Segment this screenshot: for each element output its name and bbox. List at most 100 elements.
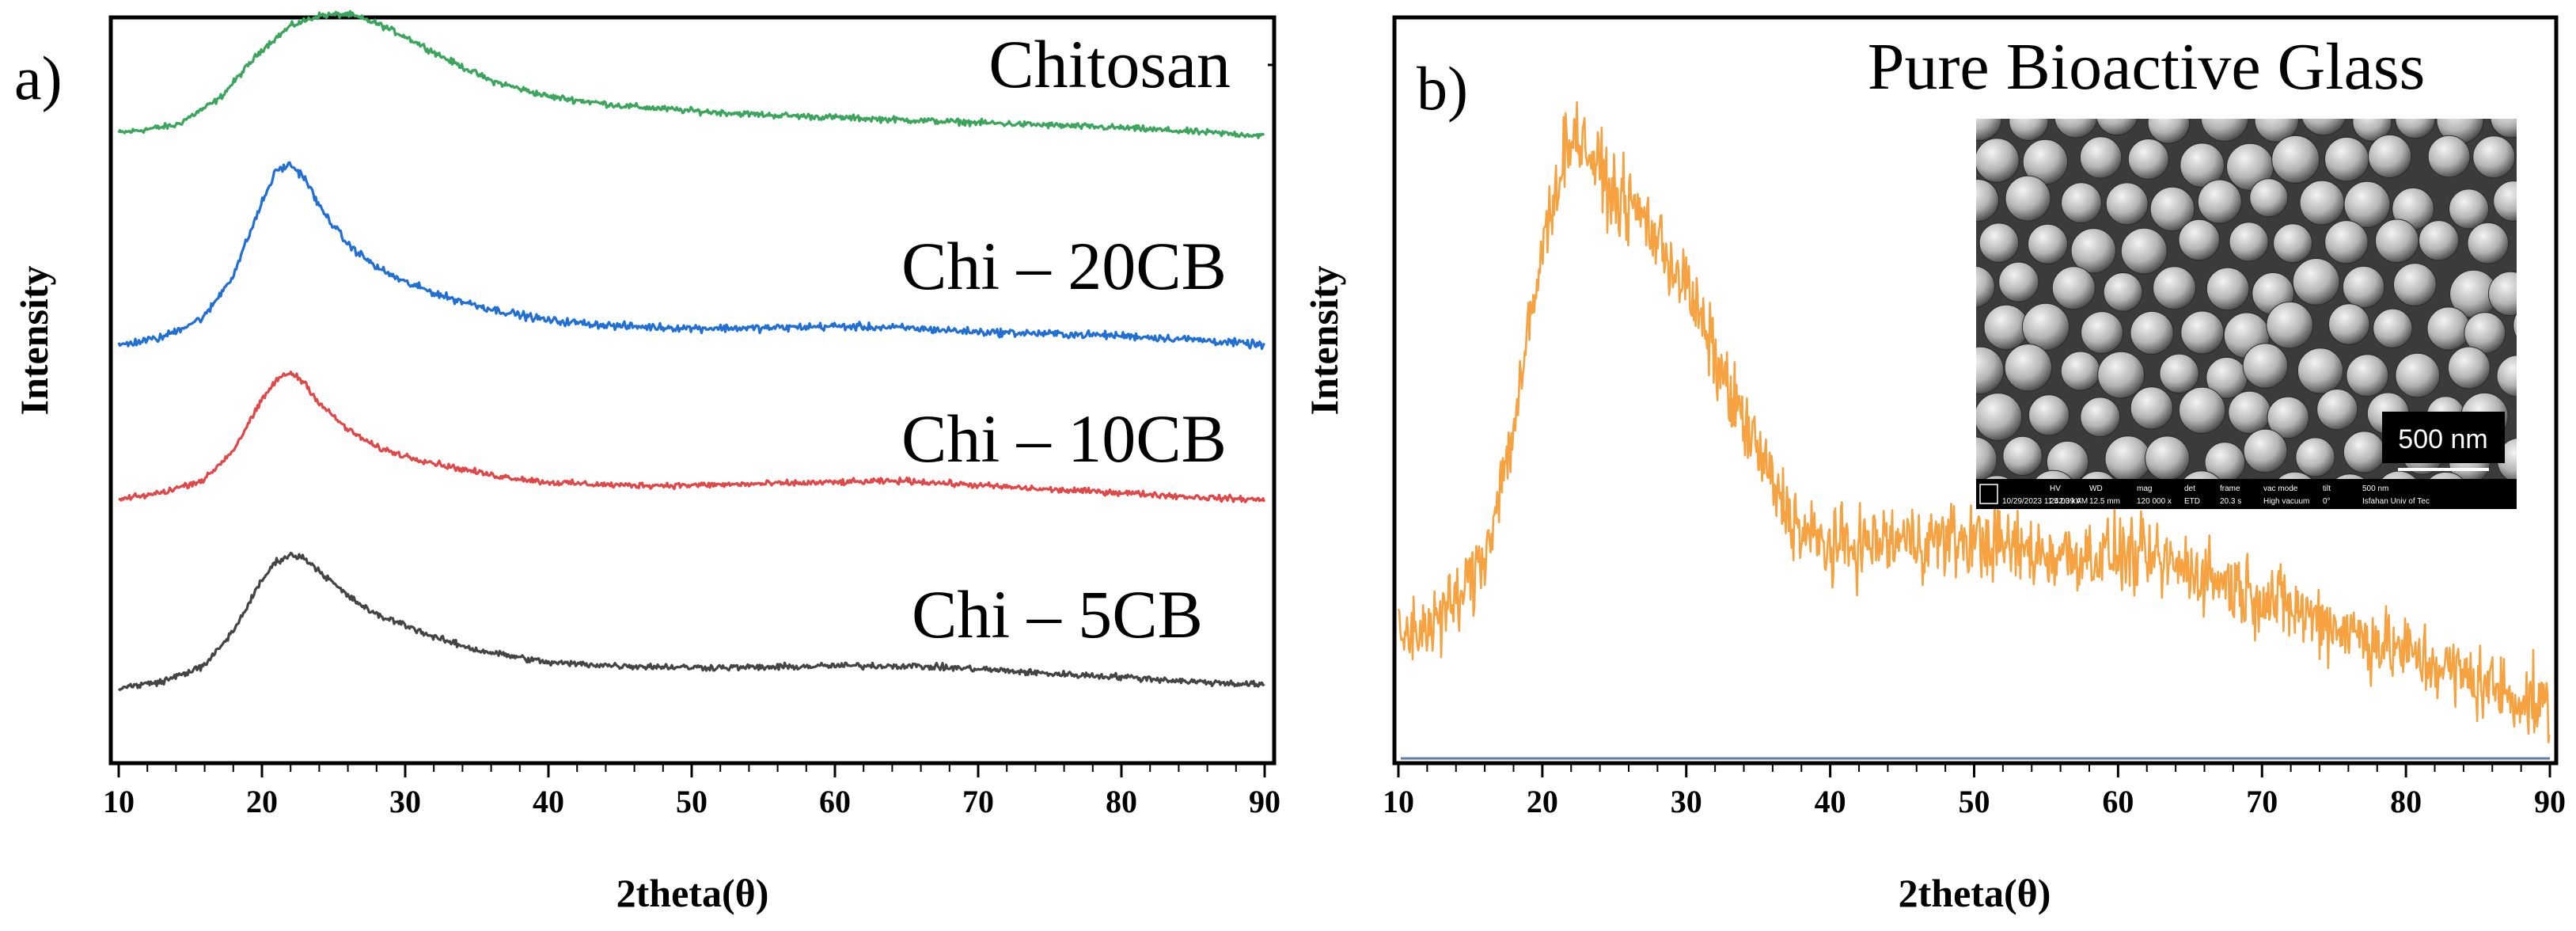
panel-a-tick-label-90: 90: [1249, 784, 1280, 819]
sem-particle: [2096, 119, 2138, 136]
panel-a-tick-label-80: 80: [1106, 784, 1137, 819]
sem-particle: [2097, 351, 2145, 399]
sem-particle: [2375, 218, 2419, 264]
sem-meta-header-3: mag: [2137, 484, 2152, 493]
sem-particle: [2021, 302, 2070, 351]
panel-b-tick-label-70: 70: [2246, 784, 2278, 819]
scale-bar-label: 500 nm: [2398, 424, 2487, 454]
sem-particle: [2081, 470, 2115, 479]
sem-meta-header-8: 500 nm: [2362, 484, 2388, 493]
sem-metadata-strip: [1976, 479, 2517, 509]
panel-a-tick-label-20: 20: [246, 784, 278, 819]
sem-particle: [2005, 175, 2051, 222]
sem-meta-header-7: tilt: [2323, 484, 2331, 493]
sem-particle: [1983, 304, 2029, 350]
panel-b-tick-label-90: 90: [2534, 784, 2566, 819]
panel-b-plot-frame: [1392, 15, 2559, 766]
sem-meta-value-4: ETD: [2184, 497, 2200, 506]
sem-particle: [2523, 139, 2566, 181]
panel-a-plot-frame: [108, 15, 1277, 766]
panel-b-tick-label-10: 10: [1383, 784, 1414, 819]
sem-particle: [2381, 470, 2417, 479]
sem-particle: [2153, 266, 2196, 310]
panel-a-tick-label-60: 60: [819, 784, 851, 819]
sem-particle: [2104, 435, 2152, 479]
sem-particle: [2301, 119, 2346, 136]
sem-particle: [2496, 355, 2517, 397]
series-label-chi-10cb: Chi – 10CB: [901, 401, 1227, 477]
sem-particle: [1976, 393, 2023, 441]
panel-a-x-axis-title: 2theta(θ): [616, 871, 769, 915]
sem-particle: [2061, 182, 2102, 224]
sem-particle: [2228, 390, 2271, 434]
sem-particle: [2229, 222, 2269, 262]
sem-particle: [2051, 266, 2096, 310]
sem-metadata-text: HV WD mag det frame vac mode tilt 500 nm 10/29/2…: [2002, 484, 2430, 506]
sem-particle: [2028, 394, 2070, 436]
sem-particle: [2515, 481, 2560, 526]
sem-particle: [2271, 135, 2320, 184]
sem-meta-header-1: HV: [2050, 484, 2061, 493]
sem-particle: [2180, 142, 2225, 188]
sem-particle: [2419, 220, 2460, 261]
sem-particle: [2035, 469, 2073, 479]
sem-meta-value-7: 0°: [2323, 497, 2331, 506]
panel-b-tick-label-40: 40: [1815, 784, 1846, 819]
panel-b-x-axis-ticks: 10 20 30 40 50 60 70 80 90: [1383, 765, 2566, 819]
sem-particle-group: [1976, 119, 2576, 526]
panel-a-tick-label-10: 10: [103, 784, 135, 819]
sem-particle: [2343, 431, 2386, 473]
panel-a-tick-label-40: 40: [533, 784, 564, 819]
sem-particle: [2149, 186, 2195, 232]
sem-meta-logo-icon: [1979, 484, 1998, 504]
sem-meta-header-5: frame: [2220, 484, 2240, 493]
sem-particle: [2491, 478, 2502, 479]
series-line-chi-10cb: [118, 370, 1266, 504]
series-label-chi-20cb: Chi – 20CB: [901, 228, 1227, 304]
sem-particle: [1978, 222, 2020, 264]
sem-meta-header-6: vac mode: [2263, 484, 2298, 493]
sem-particle: [2178, 386, 2226, 434]
panel-a-tick-label-70: 70: [962, 784, 994, 819]
sem-particle: [2328, 303, 2370, 345]
sem-particle: [2335, 473, 2365, 479]
sem-particle: [2266, 301, 2313, 349]
sem-particle: [2490, 119, 2517, 139]
sem-meta-value-3: 120 000 x: [2137, 497, 2172, 506]
sem-particle: [2547, 443, 2576, 484]
sem-particle: [2343, 180, 2391, 228]
panel-a-x-axis-ticks: 10 20 30 40 50 60 70 80 90: [103, 765, 1280, 819]
sem-particle: [2493, 180, 2517, 222]
series-line-chi-5cb: [117, 551, 1265, 691]
sem-particle: [2147, 119, 2190, 144]
sem-particle: [2145, 435, 2190, 479]
sem-particle: [2178, 218, 2221, 261]
sem-particle: [2472, 135, 2516, 179]
sem-particle: [2120, 227, 2168, 275]
panel-b-series-group: [1397, 101, 2551, 743]
sem-particle: [2352, 119, 2392, 142]
sem-particle: [2566, 308, 2576, 355]
panel-b: b) Pure Bioactive Glass 500 nm HV WD mag: [1302, 15, 2576, 915]
sem-particle: [2567, 396, 2576, 439]
sem-particle: [2488, 271, 2517, 317]
sem-inset: 500 nm HV WD mag det frame vac mode tilt 500 nm…: [1976, 119, 2576, 526]
sem-meta-value-6: High vacuum: [2263, 497, 2309, 506]
sem-particle: [2159, 353, 2199, 393]
sem-particle: [2277, 471, 2312, 479]
sem-particle: [2243, 428, 2288, 473]
sem-particle: [2254, 119, 2299, 142]
sem-particle: [2105, 182, 2149, 226]
sem-particle: [2292, 258, 2340, 306]
sem-particle: [2373, 308, 2413, 348]
sem-particle: [1998, 261, 2039, 302]
sem-particle: [2267, 396, 2309, 439]
sem-particle: [2295, 437, 2335, 477]
sem-particle: [2206, 267, 2250, 311]
series-line-chitosan: [117, 10, 1265, 139]
sem-particle: [2028, 223, 2068, 264]
sem-particle: [2197, 179, 2242, 224]
sem-particle: [2467, 222, 2510, 264]
sem-particle: [2316, 388, 2358, 431]
